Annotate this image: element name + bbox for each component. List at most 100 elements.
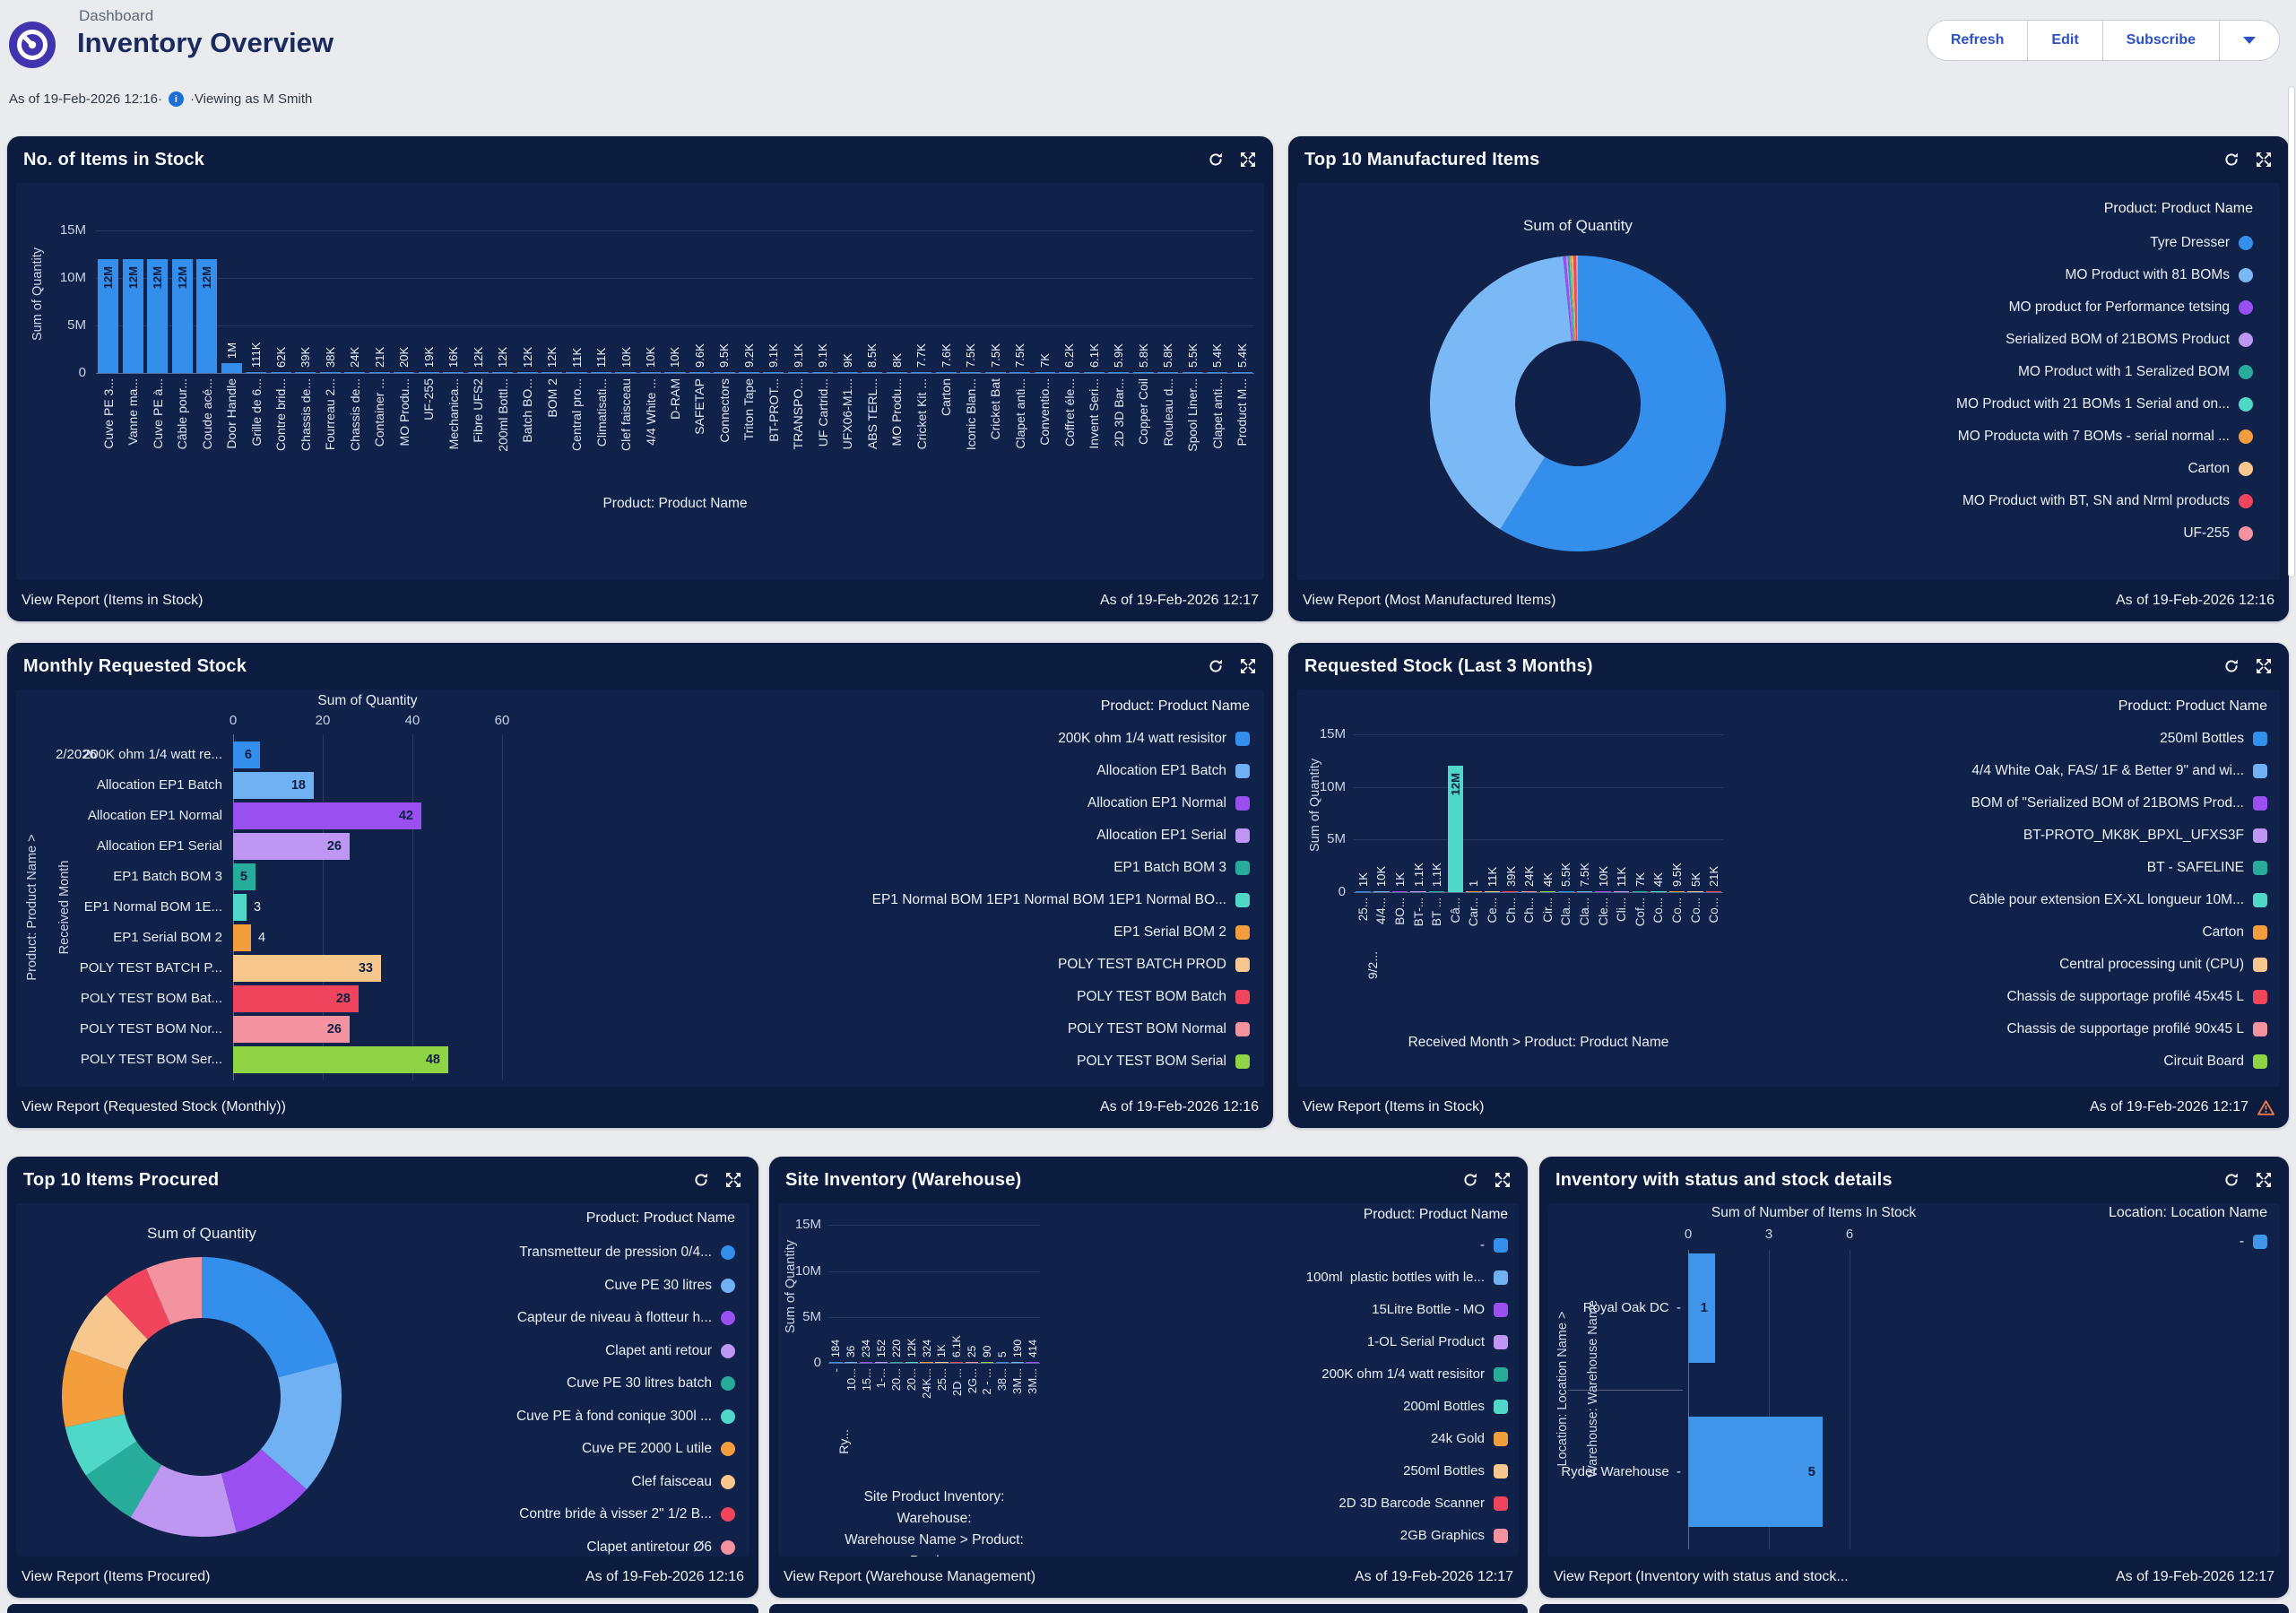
refresh-button[interactable]: Refresh bbox=[1927, 21, 2029, 60]
bar[interactable] bbox=[1083, 372, 1105, 373]
donut-slice[interactable] bbox=[65, 1414, 137, 1476]
legend-item[interactable]: Allocation EP1 Batch bbox=[1096, 763, 1250, 779]
legend-item[interactable]: Central processing unit (CPU) bbox=[2059, 957, 2267, 973]
legend-item[interactable]: EP1 Serial BOM 2 bbox=[1113, 924, 1250, 941]
donut-slice[interactable] bbox=[202, 1257, 338, 1378]
bar[interactable] bbox=[492, 372, 514, 373]
donut-slice[interactable] bbox=[106, 1268, 171, 1340]
legend-item[interactable]: Transmetteur de pression 0/4... bbox=[519, 1244, 735, 1261]
bar[interactable] bbox=[1108, 372, 1130, 373]
bar[interactable] bbox=[1688, 1417, 1823, 1527]
legend-item[interactable]: 200K ohm 1/4 watt resisitor bbox=[1058, 731, 1250, 747]
bar[interactable] bbox=[467, 372, 489, 373]
donut-slice[interactable] bbox=[1570, 256, 1576, 342]
expand-icon[interactable] bbox=[1494, 1171, 1512, 1189]
donut-slice[interactable] bbox=[1563, 256, 1573, 342]
legend-item[interactable]: Cuve PE 30 litres bbox=[604, 1278, 735, 1294]
bar[interactable] bbox=[714, 372, 735, 373]
subscribe-button[interactable]: Subscribe bbox=[2102, 21, 2220, 60]
bar[interactable] bbox=[1182, 372, 1203, 373]
donut-slice[interactable] bbox=[1565, 256, 1574, 342]
bar[interactable] bbox=[787, 372, 809, 373]
donut-slice[interactable] bbox=[1430, 256, 1572, 530]
view-report-link[interactable]: View Report (Items Procured) bbox=[22, 1569, 211, 1584]
bar[interactable] bbox=[233, 863, 256, 890]
bar[interactable] bbox=[98, 258, 119, 373]
bar[interactable] bbox=[1668, 891, 1685, 892]
bar[interactable] bbox=[664, 372, 686, 373]
legend-item[interactable]: Clapet antiretour Ø6 bbox=[586, 1539, 735, 1556]
refresh-icon[interactable] bbox=[1207, 151, 1225, 169]
donut-slice[interactable] bbox=[221, 1449, 308, 1533]
legend-item[interactable]: - bbox=[1480, 1237, 1508, 1253]
legend-item[interactable]: 15Litre Bottle - MO bbox=[1372, 1302, 1508, 1317]
bar[interactable] bbox=[935, 372, 957, 373]
bar[interactable] bbox=[171, 258, 193, 373]
legend-item[interactable]: 250ml Bottles bbox=[2160, 731, 2267, 747]
bar[interactable] bbox=[886, 372, 907, 373]
bar[interactable] bbox=[1484, 891, 1501, 892]
bar[interactable] bbox=[812, 372, 834, 373]
legend-item[interactable]: Clef faisceau bbox=[631, 1474, 735, 1490]
bar[interactable] bbox=[1207, 372, 1228, 373]
legend-item[interactable]: EP1 Batch BOM 3 bbox=[1113, 860, 1250, 876]
refresh-icon[interactable] bbox=[2222, 657, 2240, 675]
bar[interactable] bbox=[1026, 1362, 1039, 1363]
bar[interactable] bbox=[1503, 891, 1519, 892]
bar[interactable] bbox=[233, 955, 381, 982]
legend-item[interactable]: Cuve PE à fond conique 300l ... bbox=[516, 1409, 735, 1425]
bar[interactable] bbox=[860, 1362, 873, 1363]
info-icon[interactable] bbox=[168, 91, 184, 107]
bar[interactable] bbox=[1132, 372, 1154, 373]
legend-item[interactable]: Tyre Dresser bbox=[2150, 235, 2253, 251]
legend-item[interactable]: Cuve PE 2000 L utile bbox=[582, 1441, 735, 1457]
expand-icon[interactable] bbox=[2255, 151, 2273, 169]
view-report-link[interactable]: View Report (Most Manufactured Items) bbox=[1303, 593, 1556, 608]
bar[interactable] bbox=[911, 372, 932, 373]
bar[interactable] bbox=[935, 1362, 949, 1363]
bar[interactable] bbox=[889, 1362, 903, 1363]
legend-item[interactable]: Câble pour extension EX-XL longueur 10M.… bbox=[1969, 892, 2267, 908]
bar[interactable] bbox=[233, 1016, 350, 1043]
legend-item[interactable]: POLY TEST BOM Normal bbox=[1068, 1021, 1250, 1037]
legend-item[interactable]: Carton bbox=[2188, 461, 2253, 477]
bar[interactable] bbox=[233, 772, 314, 799]
bar[interactable] bbox=[344, 372, 366, 373]
legend-item[interactable]: MO product for Performance tetsing bbox=[2009, 299, 2253, 316]
bar[interactable] bbox=[1706, 891, 1722, 892]
donut-slice[interactable] bbox=[1572, 256, 1576, 342]
expand-icon[interactable] bbox=[1239, 657, 1257, 675]
bar[interactable] bbox=[233, 802, 421, 829]
bar[interactable] bbox=[122, 258, 143, 373]
legend-item[interactable]: 4/4 White Oak, FAS/ 1F & Better 9" and w… bbox=[1971, 763, 2267, 779]
legend-item[interactable]: Allocation EP1 Normal bbox=[1087, 795, 1250, 811]
bar[interactable] bbox=[1688, 1253, 1715, 1363]
bar[interactable] bbox=[1009, 372, 1031, 373]
legend-item[interactable]: 250ml Bottles bbox=[1403, 1463, 1508, 1479]
refresh-icon[interactable] bbox=[1461, 1171, 1479, 1189]
bar[interactable] bbox=[443, 372, 464, 373]
legend-item[interactable]: 2GB Graphics bbox=[1400, 1528, 1508, 1543]
expand-icon[interactable] bbox=[2255, 657, 2273, 675]
legend-item[interactable]: Cuve PE 30 litres batch bbox=[567, 1375, 735, 1392]
bar[interactable] bbox=[516, 372, 538, 373]
view-report-link[interactable]: View Report (Warehouse Management) bbox=[784, 1569, 1036, 1584]
bar[interactable] bbox=[845, 1362, 858, 1363]
legend-item[interactable]: Carton bbox=[2202, 924, 2267, 941]
legend-item[interactable]: BOM of "Serialized BOM of 21BOMS Prod... bbox=[1971, 795, 2267, 811]
bar[interactable] bbox=[1391, 891, 1408, 892]
refresh-icon[interactable] bbox=[692, 1171, 710, 1189]
bar[interactable] bbox=[196, 258, 218, 373]
bar[interactable] bbox=[1447, 766, 1463, 892]
refresh-icon[interactable] bbox=[2222, 151, 2240, 169]
bar[interactable] bbox=[1632, 891, 1648, 892]
bar[interactable] bbox=[233, 833, 350, 860]
bar[interactable] bbox=[1034, 372, 1055, 373]
legend-item[interactable]: Clapet anti retour bbox=[605, 1343, 735, 1359]
bar[interactable] bbox=[246, 371, 267, 373]
legend-item[interactable]: Allocation EP1 Serial bbox=[1096, 828, 1250, 844]
refresh-icon[interactable] bbox=[1207, 657, 1225, 675]
refresh-icon[interactable] bbox=[2222, 1171, 2240, 1189]
legend-item[interactable]: MO Product with 1 Seralized BOM bbox=[2018, 364, 2253, 380]
bar[interactable] bbox=[233, 985, 359, 1012]
